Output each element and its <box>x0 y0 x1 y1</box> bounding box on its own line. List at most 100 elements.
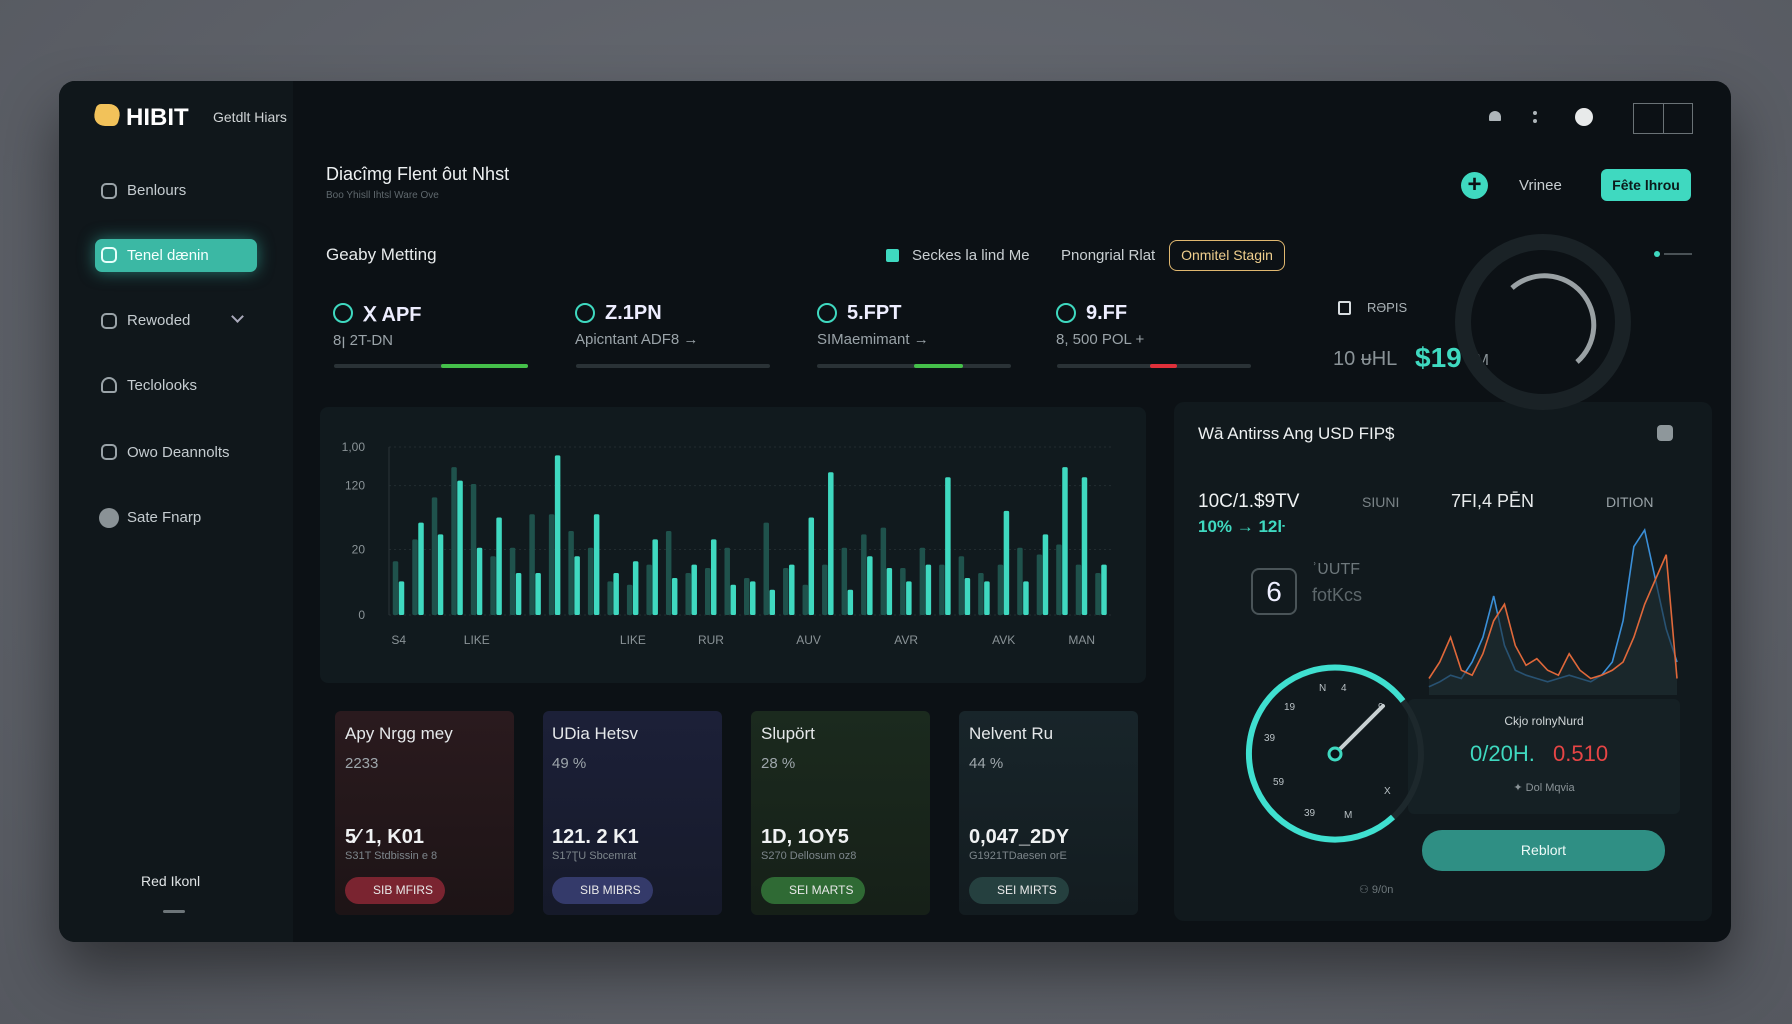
bar <box>1017 547 1023 615</box>
y-tick-label: 1,00 <box>342 440 366 454</box>
progress-fill <box>440 364 528 368</box>
bar <box>802 584 809 615</box>
area <box>1429 554 1677 695</box>
icon-button[interactable] <box>1489 111 1501 121</box>
nav-item[interactable]: Rewoded <box>127 312 191 329</box>
sidebar-footer[interactable]: Red Ikonl <box>141 873 201 889</box>
add-button[interactable]: + <box>1461 172 1488 199</box>
bar <box>1023 581 1029 615</box>
stat-subtitle: 8ꞁ 2T-DN <box>333 332 394 349</box>
bar <box>470 483 477 615</box>
bar <box>710 539 717 615</box>
bar <box>574 556 580 615</box>
bar <box>1003 510 1010 615</box>
bar <box>646 564 652 615</box>
card-title: UDia Hetsv <box>552 724 638 743</box>
panel-icon[interactable] <box>1657 425 1673 441</box>
bar <box>847 589 854 615</box>
progress-track <box>1057 364 1251 368</box>
bar <box>509 547 516 615</box>
nav-item[interactable]: Teclolooks <box>127 377 198 394</box>
y-tick-label: 120 <box>345 479 365 493</box>
bar <box>978 573 984 615</box>
balance-icon <box>1338 301 1351 315</box>
nav-item[interactable]: Sate Fnarp <box>127 509 202 526</box>
card-count: 28 % <box>761 755 796 772</box>
card-detail: S31T Stdbissin e 8 <box>345 850 438 862</box>
active-nav[interactable] <box>95 239 257 272</box>
summary-value: 0/20H. <box>1470 741 1535 766</box>
card-detail: S270 Dellosum oz8 <box>761 850 857 862</box>
x-tick-label: AUV <box>796 633 821 647</box>
bar <box>861 534 867 615</box>
nav-icon <box>101 444 117 460</box>
bar <box>496 517 502 615</box>
balance-amount: $19 <box>1415 342 1462 373</box>
stat-subtitle: SIMaemimant → <box>817 331 929 348</box>
bar <box>1042 534 1049 615</box>
gauge-label: X <box>1384 786 1391 797</box>
action-button[interactable]: Reblort <box>1422 830 1665 871</box>
x-tick-label: LIKE <box>464 633 490 647</box>
nav-item[interactable]: Benlours <box>127 182 187 199</box>
panel-change: 10% → 12ŀ <box>1198 517 1286 536</box>
bar <box>744 578 750 615</box>
icon-button[interactable] <box>1533 111 1541 123</box>
progress-track <box>576 364 770 368</box>
bar <box>750 581 756 615</box>
balance-left: 10 ᵾHL <box>1333 348 1398 370</box>
gauge-label: 39 <box>1304 808 1316 819</box>
filter-active[interactable]: Onmitel Stagin <box>1169 240 1285 271</box>
filter[interactable]: Seckes la lind Me <box>912 247 1030 264</box>
card-badge[interactable]: SEI MARTS <box>761 877 866 904</box>
sidebar <box>59 81 293 942</box>
bar <box>476 547 483 615</box>
nav-link[interactable]: Getdlt Hiars <box>213 109 287 125</box>
card-title: Apy Nrgg mey <box>345 724 453 743</box>
nav-item[interactable]: Owo Deannolts <box>127 444 230 461</box>
handle <box>163 910 185 913</box>
bar <box>1062 467 1068 615</box>
card-badge[interactable]: SIB MFIRS <box>345 877 446 904</box>
bar <box>769 589 776 615</box>
bar <box>945 477 951 615</box>
nav-item[interactable]: Tenel dænin <box>127 247 209 264</box>
nav-icon <box>99 508 119 528</box>
filter[interactable]: Pnongrial Rlat <box>1061 247 1156 264</box>
bar <box>984 581 990 615</box>
bar <box>548 514 555 615</box>
bar <box>958 556 965 615</box>
bar <box>568 531 574 615</box>
filter-icon <box>886 249 899 262</box>
gauge-hub <box>1327 746 1343 762</box>
gauge-label: 39 <box>1264 733 1276 744</box>
badge-line: fotKcs <box>1312 585 1363 605</box>
bar <box>964 578 971 615</box>
card-detail: S17ƮU Sbcemrat <box>552 850 637 862</box>
icon-button[interactable] <box>1575 108 1593 126</box>
nav-icon <box>101 377 117 393</box>
bar <box>457 480 463 615</box>
bar <box>997 564 1004 615</box>
bar <box>613 573 619 615</box>
card-badge[interactable]: SEI MIRTS <box>969 877 1069 904</box>
bar <box>418 522 424 615</box>
gauge-label: 4 <box>1341 683 1347 694</box>
brand[interactable]: HIBIT <box>126 104 189 131</box>
bar <box>412 539 418 615</box>
gauge-label: N <box>1319 683 1327 694</box>
panel-tag: SIUNI <box>1362 494 1400 510</box>
progress-track <box>334 364 528 368</box>
card-badge[interactable]: SIB MIBRS <box>552 877 653 904</box>
y-tick-label: 0 <box>358 608 365 622</box>
card-value: 121. 2 K1 <box>552 826 639 848</box>
bar <box>1095 573 1101 615</box>
primary-button[interactable]: Fête lhrou <box>1601 169 1691 201</box>
gauge-label: 19 <box>1284 702 1296 713</box>
x-tick-label: AVR <box>894 633 918 647</box>
bar <box>841 547 848 615</box>
action-link[interactable]: Vrinee <box>1519 177 1562 194</box>
bar <box>704 567 711 615</box>
